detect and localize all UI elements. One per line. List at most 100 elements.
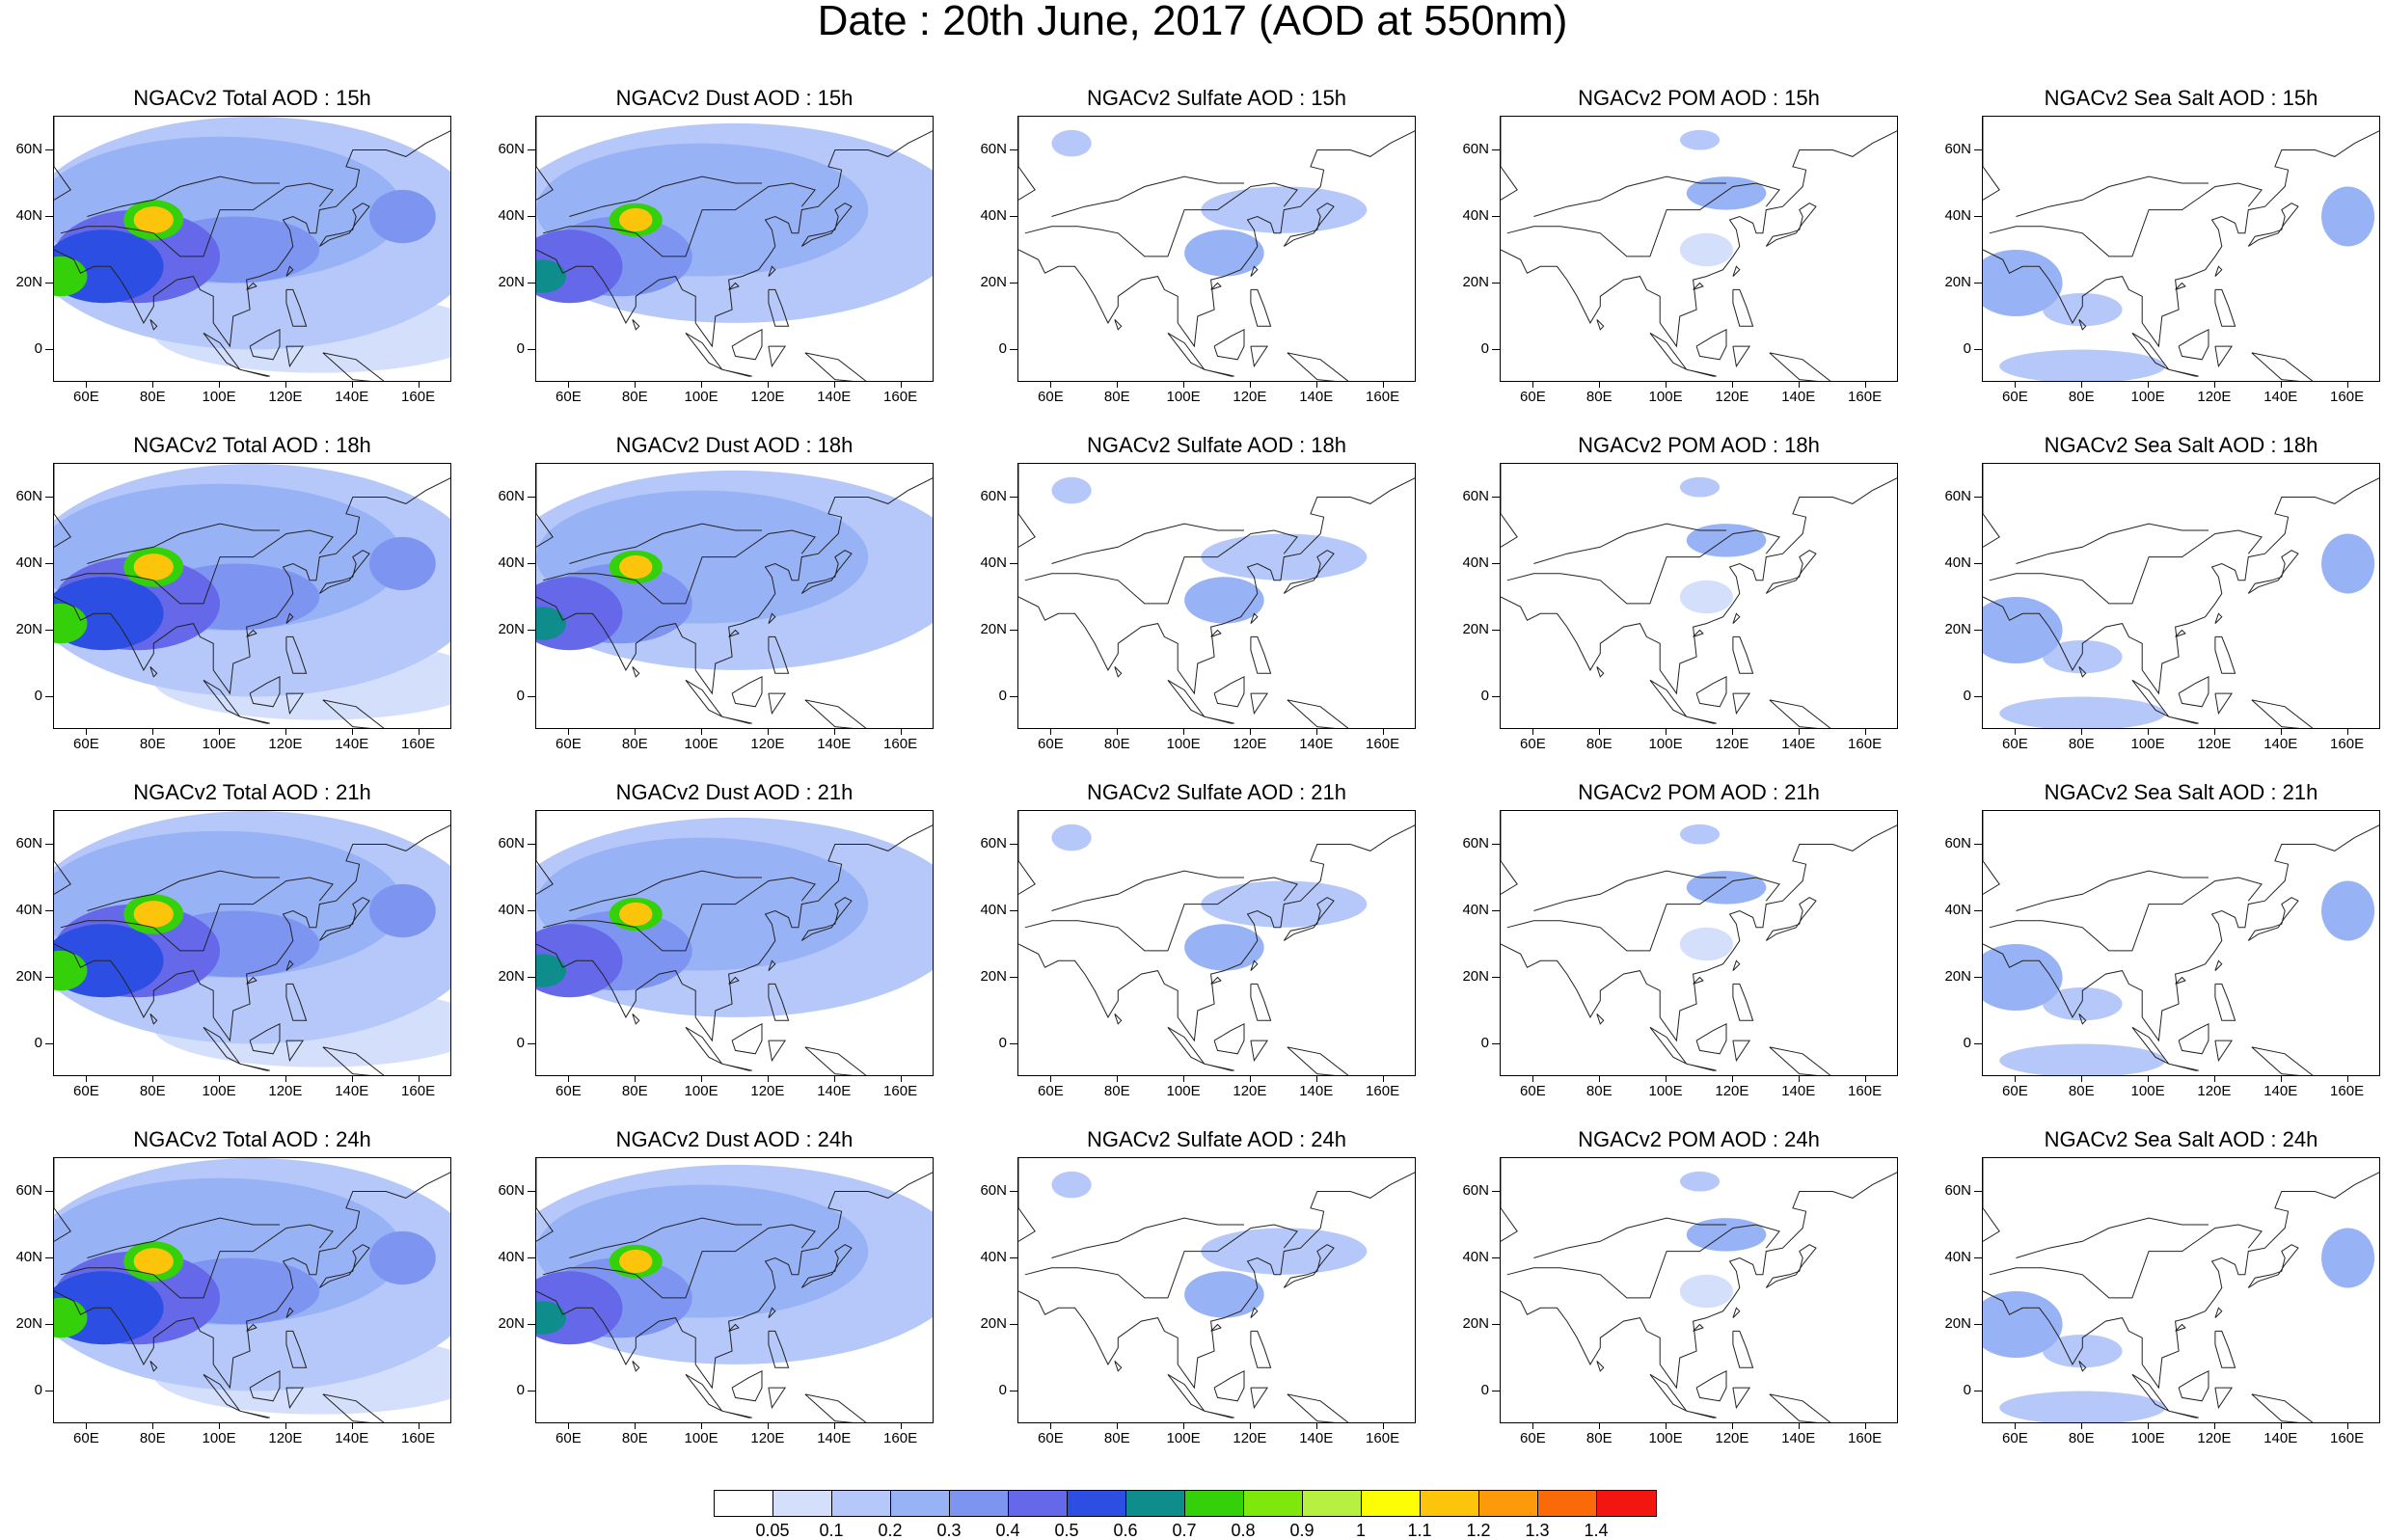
- lon-tick-label: 160E: [883, 1430, 918, 1446]
- lon-tick-label: 160E: [1848, 1430, 1883, 1446]
- lon-tick-label: 120E: [1233, 1430, 1267, 1446]
- lat-tick-label: 60N: [498, 140, 525, 157]
- lon-tick-label: 100E: [684, 389, 718, 405]
- lon-tick: [219, 1076, 221, 1082]
- lat-tick-label: 0: [34, 1381, 42, 1398]
- colorbar-swatch: [891, 1491, 950, 1516]
- lat-tick: [1974, 215, 1982, 217]
- map-plot-area: [1500, 116, 1898, 382]
- aod-contour-region: [133, 1248, 174, 1275]
- coastline: [54, 1158, 71, 1242]
- colorbar-label: 0.6: [1113, 1521, 1138, 1540]
- lon-tick-label: 120E: [750, 1430, 785, 1446]
- lat-tick: [1492, 976, 1500, 978]
- lon-tick-label: 100E: [684, 1083, 718, 1099]
- lon-tick: [2213, 1423, 2215, 1429]
- lat-tick: [1010, 843, 1017, 845]
- lon-tick: [1798, 1423, 1800, 1429]
- coastline: [1167, 1373, 1206, 1412]
- lat-tick: [528, 1323, 535, 1325]
- map-panel: NGACv2 Sulfate AOD : 15h 60N 40N 20N 0 60E 80E…: [964, 87, 1418, 405]
- lon-tick-label: 160E: [883, 736, 918, 752]
- coastline: [1250, 1387, 1269, 1410]
- aod-contour-region: [1983, 1291, 2063, 1358]
- lat-tick-label: 0: [998, 1381, 1007, 1398]
- lat-tick-label: 40N: [980, 206, 1007, 224]
- lon-tick-label: 120E: [750, 1083, 785, 1099]
- lat-tick: [1974, 1323, 1982, 1325]
- lon-tick: [767, 1423, 769, 1429]
- colorbar-label: 0.9: [1289, 1521, 1314, 1540]
- coastline: [246, 629, 257, 637]
- aod-contour-region: [1051, 129, 1092, 157]
- aod-contour-region: [1983, 944, 2063, 1011]
- lon-tick: [1864, 1076, 1866, 1082]
- lon-tick-label: 140E: [1781, 1430, 1816, 1446]
- lon-tick: [1183, 729, 1185, 735]
- lat-tick: [45, 976, 53, 978]
- map-panel: NGACv2 Dust AOD : 24h 60N 40N 20N 0 60E 80E 100…: [482, 1128, 935, 1446]
- lon-tick: [2280, 1423, 2282, 1429]
- lon-tick: [568, 729, 570, 735]
- coastline: [54, 811, 71, 895]
- coastline: [1506, 920, 1585, 929]
- coastline: [1732, 1330, 1754, 1368]
- coastline: [285, 288, 308, 327]
- coastline: [569, 523, 762, 564]
- lat-tick: [1974, 909, 1982, 911]
- coastline: [2016, 523, 2209, 564]
- coastline: [318, 1244, 370, 1288]
- panel-title: NGACv2 Total AOD : 21h: [133, 780, 371, 804]
- coastline: [804, 1393, 867, 1422]
- lon-tick-label: 140E: [1299, 389, 1334, 405]
- aod-contour-region: [2042, 292, 2123, 327]
- lon-tick: [2346, 382, 2348, 388]
- map-plot-area: [1017, 463, 1416, 729]
- lon-tick: [2148, 382, 2150, 388]
- coastline: [2016, 1217, 2209, 1258]
- coastline: [768, 1387, 787, 1410]
- lat-tick: [1492, 1256, 1500, 1258]
- coastline: [685, 1026, 723, 1065]
- lon-tick: [767, 382, 769, 388]
- lat-tick: [1010, 1323, 1017, 1325]
- coastline: [1695, 328, 1727, 361]
- aod-map: [1018, 811, 1415, 1075]
- coastline: [239, 1410, 270, 1418]
- coastline: [54, 824, 450, 1042]
- lon-tick-label: 120E: [750, 736, 785, 752]
- lon-tick-label: 120E: [1233, 1083, 1267, 1099]
- map-panel: NGACv2 POM AOD : 15h 60N 40N 20N 0 60E 80E 100E…: [1447, 87, 1900, 405]
- coastline: [136, 529, 334, 605]
- lon-tick-label: 60E: [73, 736, 99, 752]
- lon-tick: [1315, 1076, 1317, 1082]
- lon-tick: [568, 1076, 570, 1082]
- lat-tick-label: 20N: [15, 273, 42, 290]
- lon-tick: [2148, 729, 2150, 735]
- coastline: [2247, 550, 2299, 594]
- lat-tick-label: 40N: [1944, 206, 1971, 224]
- coastline: [54, 1172, 450, 1390]
- coastline: [1024, 226, 1102, 234]
- coastline: [1501, 117, 1518, 201]
- coastline: [800, 897, 853, 941]
- coastline: [1983, 1158, 2000, 1242]
- coastline: [2214, 265, 2223, 277]
- aod-map: [1983, 464, 2379, 728]
- lon-tick: [285, 1076, 286, 1082]
- lat-tick-label: 20N: [1944, 620, 1971, 637]
- lon-tick: [2346, 1076, 2348, 1082]
- lat-tick-label: 0: [998, 339, 1007, 357]
- lat-tick-label: 60N: [15, 487, 42, 504]
- coastline: [1649, 1026, 1688, 1065]
- aod-map: [54, 811, 450, 1075]
- lat-tick: [1492, 909, 1500, 911]
- lon-tick-label: 140E: [2263, 736, 2298, 752]
- lon-tick-label: 120E: [2197, 389, 2232, 405]
- map-plot-area: [535, 116, 934, 382]
- lat-tick-label: 60N: [980, 140, 1007, 157]
- coastline: [1250, 1307, 1259, 1318]
- aod-contour-region: [1983, 250, 2063, 316]
- map-panel: NGACv2 Total AOD : 21h 60N 40N 20N 0 60E 80E 10…: [0, 781, 453, 1099]
- lon-tick-label: 80E: [139, 389, 166, 405]
